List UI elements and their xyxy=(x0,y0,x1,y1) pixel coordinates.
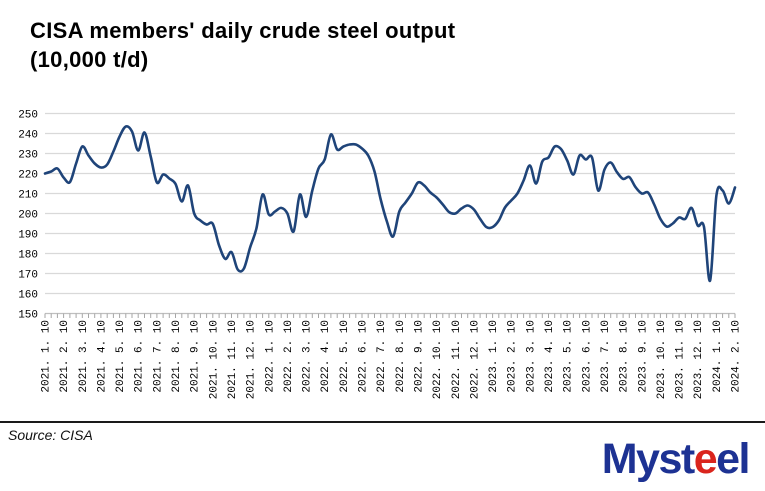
x-tick-label: 2021. 1. 10 xyxy=(41,320,53,393)
x-tick-label: 2022. 2. 10 xyxy=(283,320,295,393)
logo-text-el: el xyxy=(716,435,750,483)
y-tick-label: 190 xyxy=(18,230,38,242)
y-tick-label: 150 xyxy=(18,310,38,322)
x-tick-label: 2021. 10. 10 xyxy=(208,320,220,399)
x-tick-label: 2022. 1. 10 xyxy=(264,320,276,393)
y-tick-label: 220 xyxy=(18,170,38,182)
y-axis-labels: 250 240 230 220 210 200 190 180 170 160 150 xyxy=(18,110,38,322)
logo-letter-e-red: e xyxy=(693,435,718,483)
y-tick-label: 180 xyxy=(18,250,38,262)
x-tick-label: 2021. 4. 10 xyxy=(96,320,108,393)
x-tick-label: 2021. 11. 10 xyxy=(227,320,239,399)
x-tick-label: 2022. 7. 10 xyxy=(376,320,388,393)
series-line-crude-steel-output xyxy=(43,125,737,282)
x-tick-label: 2023. 12. 10 xyxy=(693,320,705,399)
x-tick-label: 2021. 2. 10 xyxy=(59,320,71,393)
x-tick-label: 2023. 11. 10 xyxy=(675,320,687,399)
x-tick-label: 2023. 4. 10 xyxy=(544,320,556,393)
x-tick-label: 2023. 7. 10 xyxy=(600,320,612,393)
x-tick-label: 2022. 3. 10 xyxy=(302,320,314,393)
x-tick-label: 2023. 1. 10 xyxy=(488,320,500,393)
y-tick-label: 250 xyxy=(18,110,38,122)
x-tick-label: 2022. 12. 10 xyxy=(469,320,481,399)
y-tick-label: 200 xyxy=(18,210,38,222)
x-tick-label: 2023. 5. 10 xyxy=(563,320,575,393)
x-tick-label: 2022. 11. 10 xyxy=(451,320,463,399)
x-tick-label: 2023. 10. 10 xyxy=(656,320,668,399)
chart-title-line1: CISA members' daily crude steel output xyxy=(30,18,456,43)
x-tick-label: 2022. 5. 10 xyxy=(339,320,351,393)
x-tick-label: 2021. 8. 10 xyxy=(171,320,183,393)
chart-title: CISA members' daily crude steel output (… xyxy=(30,16,455,74)
x-tick-label: 2022. 10. 10 xyxy=(432,320,444,399)
x-tick-label: 2022. 8. 10 xyxy=(395,320,407,393)
logo-text-myst: Myst xyxy=(601,435,695,483)
x-tick-label: 2021. 5. 10 xyxy=(115,320,127,393)
data-series xyxy=(43,125,737,282)
x-tick-label: 2021. 6. 10 xyxy=(134,320,146,393)
chart-title-line2: (10,000 t/d) xyxy=(30,47,149,72)
y-tick-label: 230 xyxy=(18,150,38,162)
y-tick-label: 170 xyxy=(18,270,38,282)
y-tick-label: 210 xyxy=(18,190,38,202)
x-tick-label: 2022. 6. 10 xyxy=(358,320,370,393)
x-tick-label: 2023. 8. 10 xyxy=(619,320,631,393)
x-tick-label: 2023. 3. 10 xyxy=(525,320,537,393)
x-tick-label: 2021. 7. 10 xyxy=(152,320,164,393)
x-tick-label: 2021. 12. 10 xyxy=(246,320,258,399)
x-tick-label: 2021. 9. 10 xyxy=(190,320,202,393)
x-tick-label: 2023. 6. 10 xyxy=(581,320,593,393)
x-tick-label: 2024. 2. 10 xyxy=(731,320,743,393)
source-label: Source: CISA xyxy=(8,427,93,443)
x-axis-labels: 2021. 1. 10 2021. 2. 10 2021. 3. 10 2021. 4… xyxy=(41,320,743,399)
x-tick-label: 2023. 9. 10 xyxy=(637,320,649,393)
mysteel-logo: Mysteel xyxy=(601,435,751,483)
footer-divider xyxy=(0,421,765,423)
x-tick-label: 2022. 4. 10 xyxy=(320,320,332,393)
x-axis-ticks xyxy=(44,313,736,318)
x-tick-label: 2024. 1. 10 xyxy=(712,320,724,393)
x-tick-label: 2021. 3. 10 xyxy=(78,320,90,393)
y-tick-label: 160 xyxy=(18,290,38,302)
x-tick-label: 2022. 9. 10 xyxy=(414,320,426,393)
x-tick-label: 2023. 2. 10 xyxy=(507,320,519,393)
y-tick-label: 240 xyxy=(18,130,38,142)
